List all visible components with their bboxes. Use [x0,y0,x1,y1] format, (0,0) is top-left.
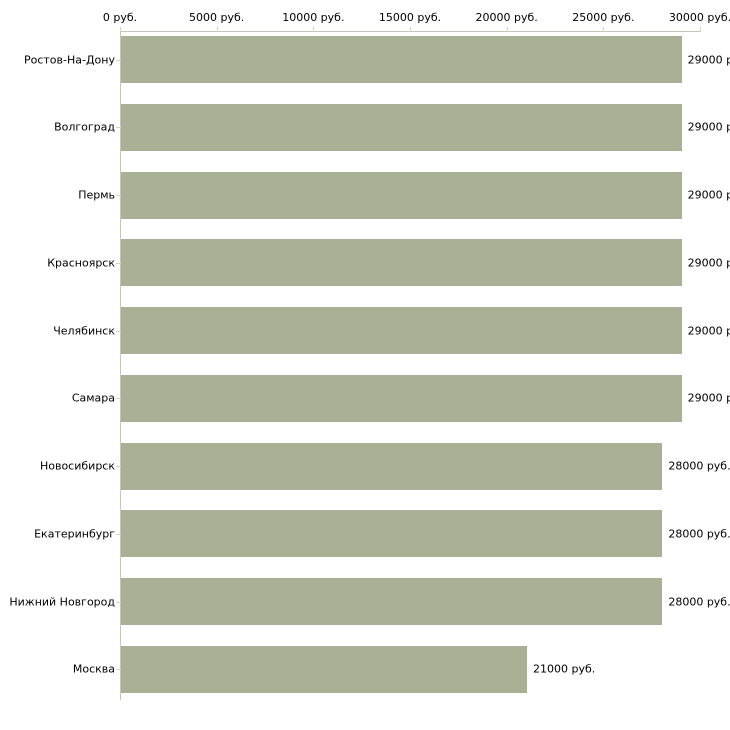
bar-Самара [121,374,682,422]
x-axis-tick-mark [216,27,218,32]
category-label: Ростов-На-Дону [23,53,115,66]
category-label: Пермь [78,188,115,202]
value-label: 29000 руб. [687,391,730,405]
value-label: 28000 руб. [668,527,730,541]
category-label: Новосибирск [39,459,115,473]
bar-Екатеринбург [121,510,663,558]
value-label: 29000 руб. [687,188,730,202]
bar-Челябинск [121,307,682,354]
x-axis-tick-label: 0 руб. [102,11,138,24]
y-axis-tick-mark [116,331,121,332]
x-axis-tick-label: 25000 руб. [572,11,635,24]
value-label: 21000 руб. [533,662,596,676]
x-axis-tick-label: 20000 руб. [475,11,538,24]
bar-Пермь [121,171,682,219]
category-label: Екатеринбург [34,527,115,541]
x-axis-tick-label: 15000 руб. [378,11,442,24]
category-label: Волгоград [54,120,115,134]
x-axis-tick-label: 10000 руб. [282,11,345,24]
x-axis-tick-mark [313,27,315,32]
x-axis-tick-mark [410,27,411,32]
y-axis-tick-mark [116,602,121,603]
bar-Москва [121,645,527,693]
value-label: 28000 руб. [668,595,730,608]
x-axis-tick-mark [120,27,121,32]
y-axis-tick-mark [116,60,121,61]
y-axis-tick-mark [116,534,121,535]
y-axis-tick-mark [116,263,121,264]
y-axis-tick-mark [116,669,121,670]
bar-Новосибирск [121,442,663,490]
category-label: Нижний Новгород [9,595,115,608]
y-axis-tick-mark [116,127,121,128]
y-axis-tick-mark [116,398,121,399]
x-axis-tick-mark [603,27,605,32]
bar-Нижний Новгород [121,578,663,625]
x-axis-tick-label: 30000 руб. [668,11,730,24]
category-label: Челябинск [53,324,115,337]
value-label: 28000 руб. [668,459,730,473]
category-label: Красноярск [47,256,115,270]
category-label: Москва [72,662,115,676]
value-label: 29000 руб. [687,53,730,66]
y-axis-line [120,31,121,700]
x-axis-tick-mark [700,27,701,32]
bar-Красноярск [121,239,682,287]
x-axis-tick-mark [506,27,508,32]
bar-Волгоград [121,103,682,151]
y-axis-tick-mark [116,466,121,467]
category-label: Самара [71,391,115,405]
value-label: 29000 руб. [687,324,730,337]
bar-Ростов-На-Дону [121,36,682,83]
y-axis-tick-mark [116,195,121,196]
value-label: 29000 руб. [687,256,730,270]
x-axis-tick-label: 5000 руб. [189,11,245,24]
value-label: 29000 руб. [687,120,730,134]
